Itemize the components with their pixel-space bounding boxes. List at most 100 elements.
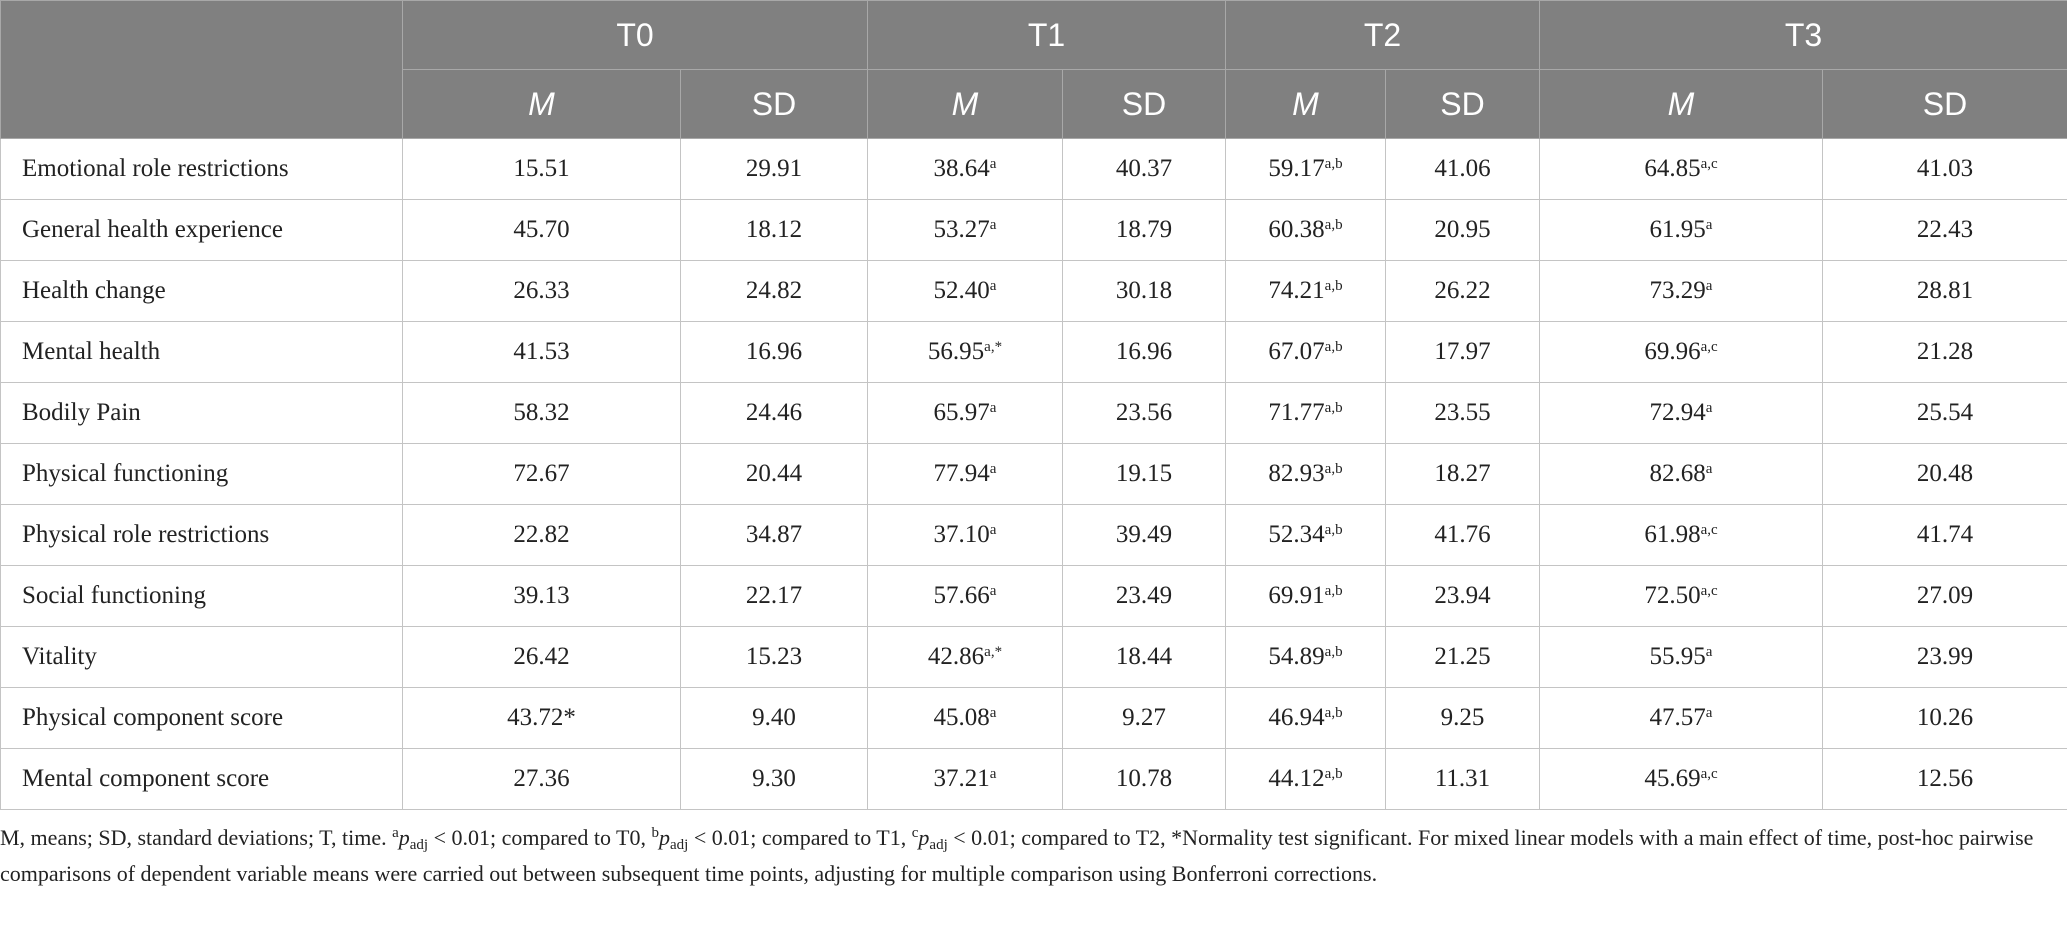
- cell-value: 42.86: [927, 643, 985, 670]
- cell: 10.26: [1822, 687, 2067, 749]
- cell: 45.08a: [867, 687, 1063, 749]
- footnote-subscript: adj: [670, 837, 689, 853]
- cell-value: 45.69: [1644, 765, 1701, 792]
- cell-value: 72.50: [1644, 582, 1701, 609]
- cell-superscript: a: [989, 217, 997, 233]
- table-body: Emotional role restrictions 15.51 29.91 38.…: [0, 138, 2067, 810]
- data-row: Physical role restrictions 22.82 34.87 37.1…: [0, 504, 2067, 566]
- cell-superscript: a: [1705, 705, 1713, 721]
- cell-superscript: a,b: [1324, 156, 1343, 172]
- row-label: Social functioning: [0, 565, 403, 627]
- cell-superscript: a,c: [1700, 339, 1718, 355]
- cell-value: 72.94: [1649, 399, 1706, 426]
- cell-superscript: a,b: [1324, 583, 1343, 599]
- cell-superscript: a,b: [1324, 400, 1343, 416]
- data-row: Mental component score 27.36 9.30 37.21a 10.…: [0, 748, 2067, 810]
- row-label: Health change: [0, 260, 403, 322]
- cell: 11.31: [1385, 748, 1540, 810]
- footnote-subscript: adj: [409, 837, 429, 853]
- cell-superscript: a: [1705, 278, 1713, 294]
- cell: 17.97: [1385, 321, 1540, 383]
- data-row: Physical functioning 72.67 20.44 77.94a 19.1…: [0, 443, 2067, 505]
- cell-value: 56.95: [927, 338, 985, 365]
- cell-superscript: a: [989, 461, 997, 477]
- cell-superscript: a: [989, 705, 997, 721]
- cell: 23.49: [1062, 565, 1226, 627]
- cell: 28.81: [1822, 260, 2067, 322]
- cell: 45.69a,c: [1539, 748, 1823, 810]
- cell: 41.74: [1822, 504, 2067, 566]
- cell: 18.44: [1062, 626, 1226, 688]
- cell-value: 60.38: [1268, 216, 1325, 243]
- cell-superscript: a: [1705, 644, 1713, 660]
- data-row: Health change 26.33 24.82 52.40a 30.18 74.21a…: [0, 260, 2067, 322]
- footnote-subscript: adj: [929, 837, 948, 853]
- cell-superscript: a: [989, 278, 997, 294]
- cell: 9.30: [680, 748, 868, 810]
- row-label: Bodily Pain: [0, 382, 403, 444]
- cell: 34.87: [680, 504, 868, 566]
- cell: 23.55: [1385, 382, 1540, 444]
- row-label: Physical functioning: [0, 443, 403, 505]
- cell: 18.79: [1062, 199, 1226, 261]
- cell: 52.40a: [867, 260, 1063, 322]
- cell-superscript: a,c: [1700, 583, 1718, 599]
- time-header: T3: [1539, 0, 2067, 70]
- cell-value: 57.66: [933, 582, 990, 609]
- cell-superscript: a,b: [1324, 339, 1343, 355]
- cell: 41.03: [1822, 138, 2067, 200]
- cell-superscript: a,*: [984, 339, 1003, 355]
- cell-value: 37.21: [933, 765, 990, 792]
- cell: 23.99: [1822, 626, 2067, 688]
- cell: 21.25: [1385, 626, 1540, 688]
- cell: 72.50a,c: [1539, 565, 1823, 627]
- cell: 73.29a: [1539, 260, 1823, 322]
- cell: 29.91: [680, 138, 868, 200]
- cell-superscript: a,c: [1700, 766, 1718, 782]
- cell-superscript: a: [989, 522, 997, 538]
- cell: 18.12: [680, 199, 868, 261]
- cell: 20.95: [1385, 199, 1540, 261]
- cell: 67.07a,b: [1225, 321, 1386, 383]
- cell: 60.38a,b: [1225, 199, 1386, 261]
- cell-superscript: a,b: [1324, 461, 1343, 477]
- cell-value: 82.68: [1649, 460, 1706, 487]
- row-label: Emotional role restrictions: [0, 138, 403, 200]
- cell-value: 67.07: [1268, 338, 1325, 365]
- cell: 26.42: [402, 626, 681, 688]
- table-header: T0 T1 T2 T3 M SD M SD M SD M SD: [0, 0, 2067, 139]
- cell-value: 46.94: [1268, 704, 1325, 731]
- cell-superscript: a: [1705, 461, 1713, 477]
- footnote: M, means; SD, standard deviations; T, ti…: [0, 810, 2040, 892]
- cell-value: 37.10: [933, 521, 990, 548]
- cell: 64.85a,c: [1539, 138, 1823, 200]
- cell-value: 74.21: [1268, 277, 1325, 304]
- stat-header: M: [1539, 69, 1823, 139]
- row-label: General health experience: [0, 199, 403, 261]
- cell-superscript: a,b: [1324, 522, 1343, 538]
- cell-value: 52.40: [933, 277, 990, 304]
- stat-header: M: [1225, 69, 1386, 139]
- data-row: Bodily Pain 58.32 24.46 65.97a 23.56 71.77a,b…: [0, 382, 2067, 444]
- footnote-superscript: a: [392, 825, 399, 841]
- stat-header: SD: [1062, 69, 1226, 139]
- cell: 56.95a,*: [867, 321, 1063, 383]
- data-row: Vitality 26.42 15.23 42.86a,* 18.44 54.89a,b 2…: [0, 626, 2067, 688]
- row-label: Physical component score: [0, 687, 403, 749]
- cell: 65.97a: [867, 382, 1063, 444]
- cell: 10.78: [1062, 748, 1226, 810]
- stat-header: SD: [1385, 69, 1540, 139]
- row-label: Mental health: [0, 321, 403, 383]
- cell: 52.34a,b: [1225, 504, 1386, 566]
- cell: 12.56: [1822, 748, 2067, 810]
- cell: 41.76: [1385, 504, 1540, 566]
- cell: 19.15: [1062, 443, 1226, 505]
- cell-superscript: a,b: [1324, 644, 1343, 660]
- cell-value: 38.64: [933, 155, 990, 182]
- cell: 22.43: [1822, 199, 2067, 261]
- time-header: T1: [867, 0, 1226, 70]
- cell: 77.94a: [867, 443, 1063, 505]
- time-header: T0: [402, 0, 868, 70]
- cell-superscript: a,b: [1324, 217, 1343, 233]
- cell: 18.27: [1385, 443, 1540, 505]
